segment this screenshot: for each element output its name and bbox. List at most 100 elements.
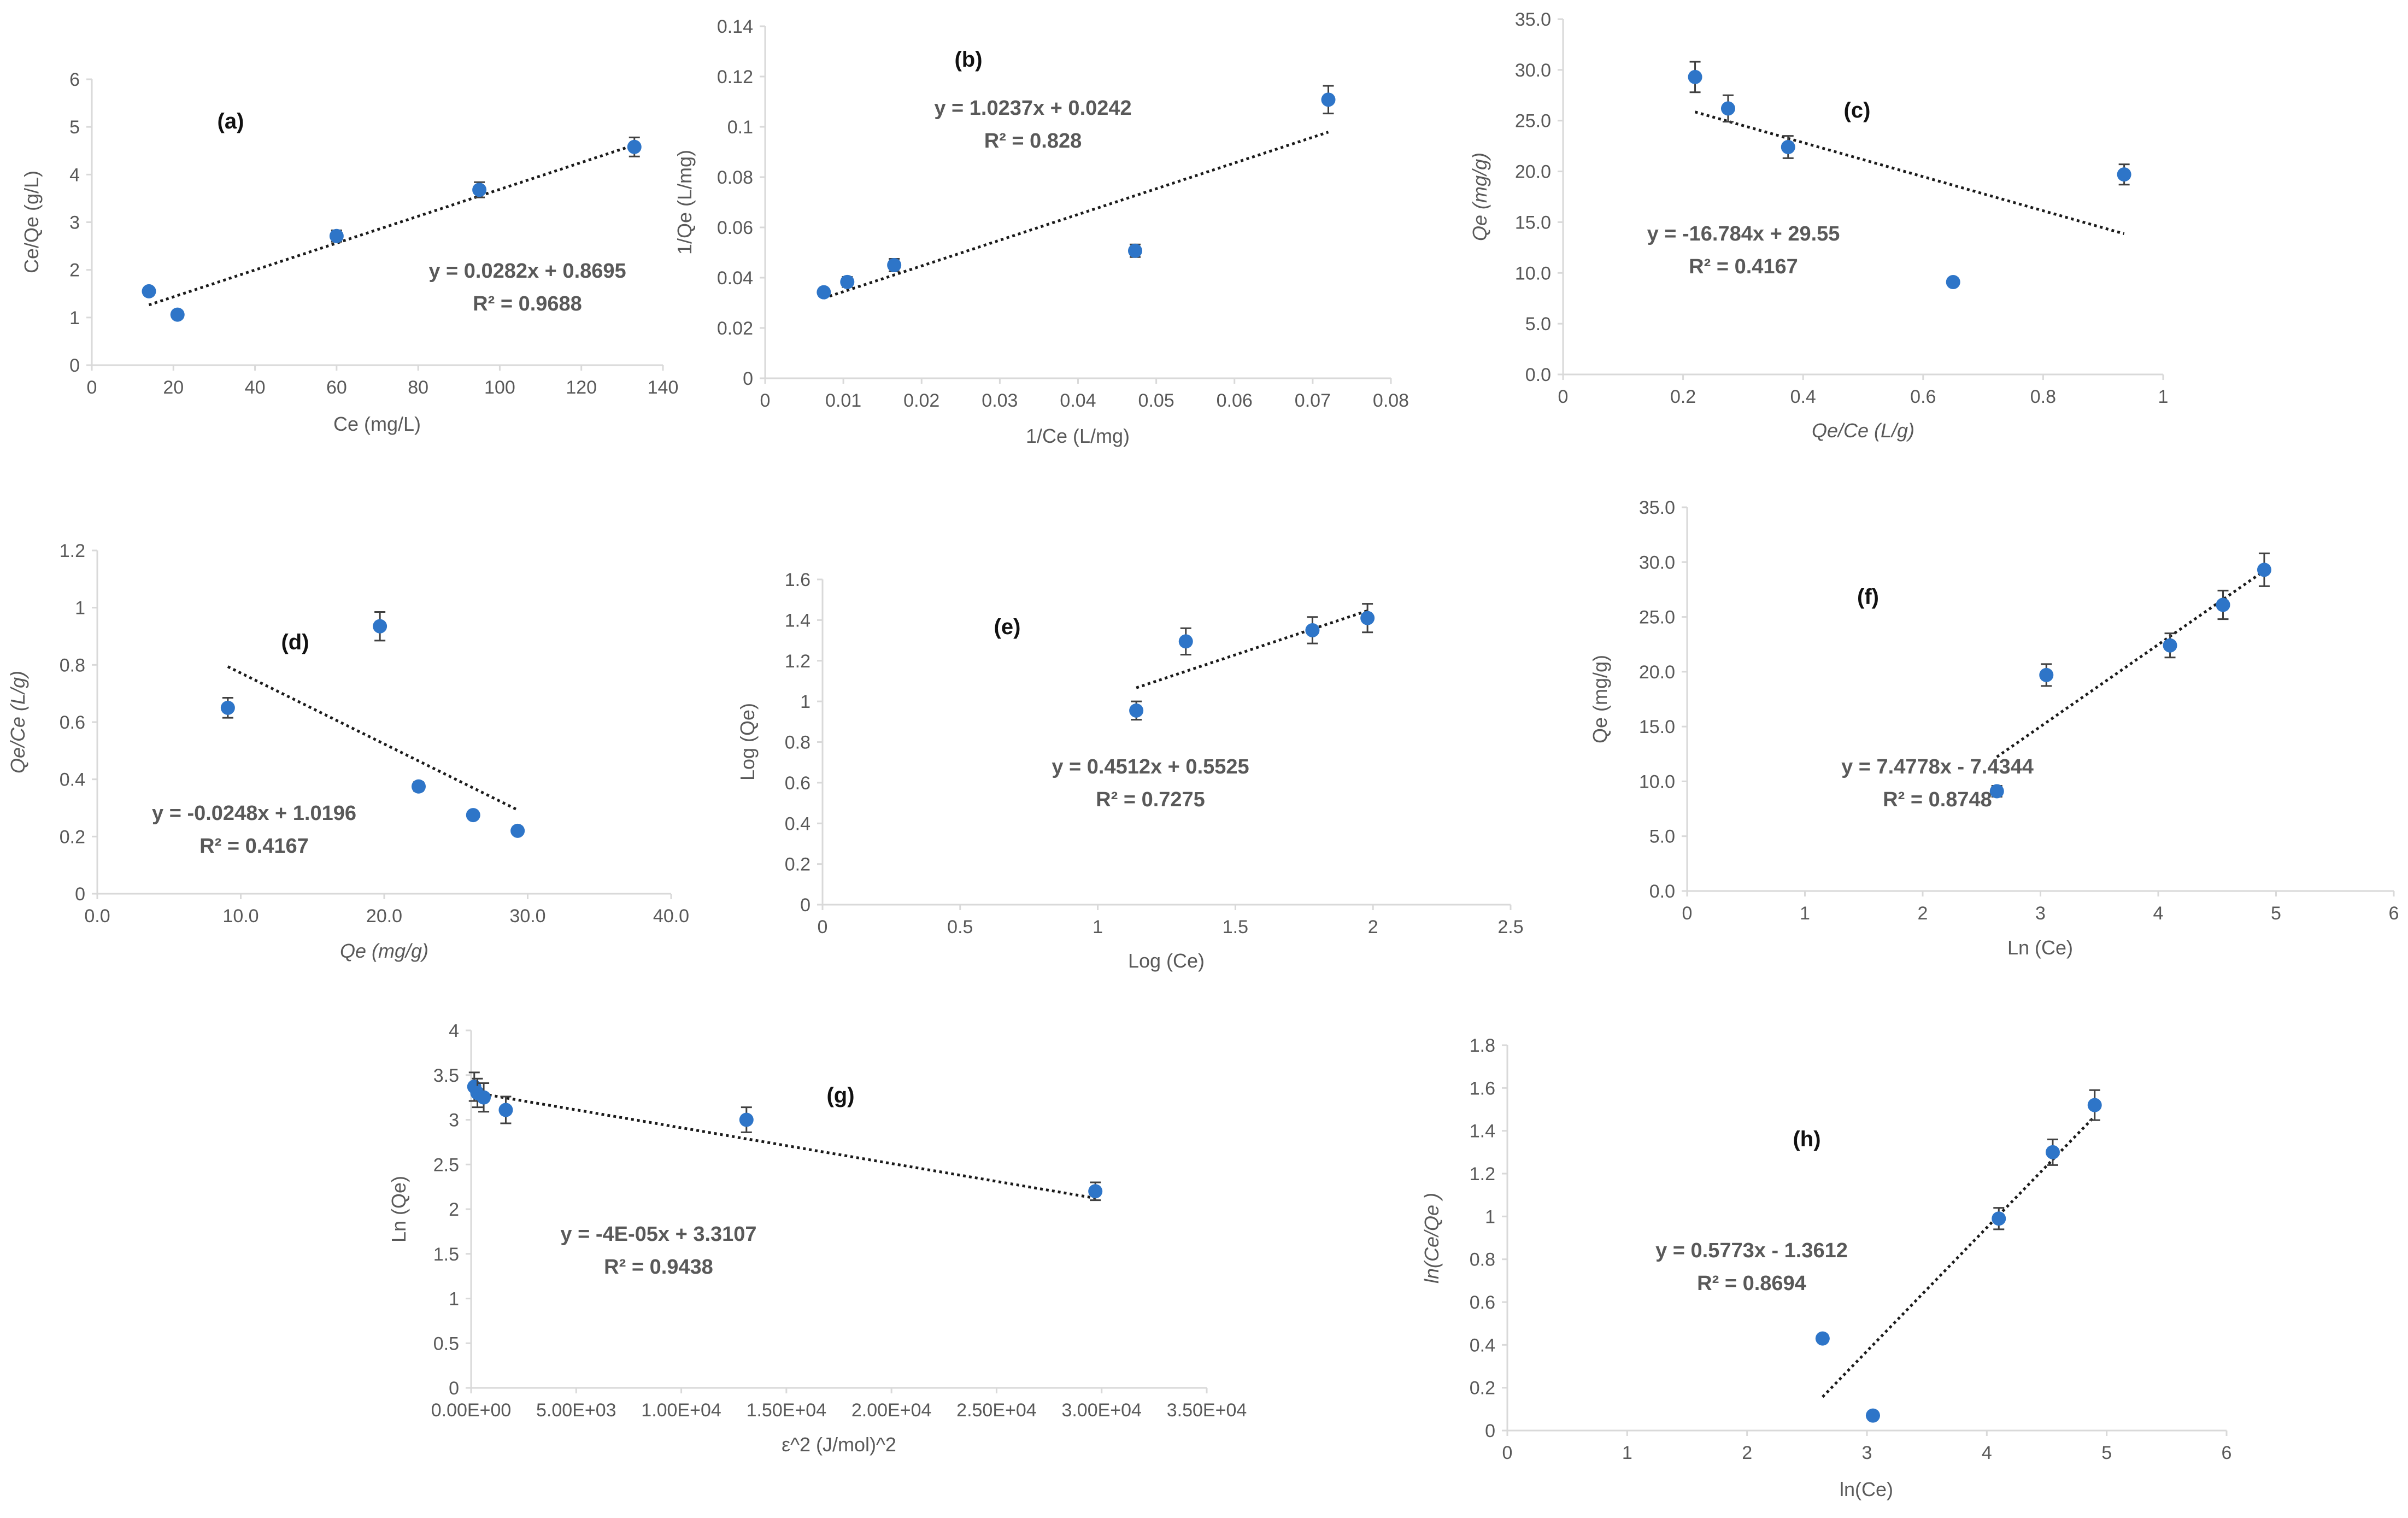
y-tick-label: 0.14 [717, 16, 753, 37]
y-tick-label: 1.5 [433, 1244, 459, 1265]
x-axis-title: Log (Ce) [1128, 950, 1205, 972]
y-tick-label: 3.5 [433, 1065, 459, 1086]
x-axis-title: Ln (Ce) [2007, 936, 2073, 959]
y-axis-title: Qe/Ce (L/g) [7, 671, 29, 773]
y-tick-label: 0.4 [1470, 1335, 1495, 1356]
y-tick-label: 1.6 [1470, 1078, 1495, 1099]
data-point [817, 285, 831, 300]
x-tick-label: 2.50E+04 [956, 1400, 1037, 1421]
x-tick-label: 3 [2035, 903, 2046, 924]
x-tick-label: 120 [566, 377, 597, 398]
data-point [498, 1103, 513, 1117]
x-tick-label: 1.5 [1223, 917, 1248, 937]
data-point [840, 274, 855, 289]
trendline-equation: y = 7.4778x - 7.4344 [1841, 755, 2034, 778]
y-axis-title: ln(Ce/Qe ) [1420, 1193, 1443, 1283]
y-tick-label: 0 [800, 895, 811, 916]
y-tick-label: 35.0 [1639, 497, 1675, 518]
x-tick-label: 10.0 [222, 906, 259, 927]
x-tick-label: 1 [2158, 386, 2169, 407]
x-tick-label: 0.03 [982, 390, 1018, 411]
trendline-equation: y = -4E-05x + 3.3107 [560, 1223, 756, 1246]
r-squared-label: R² = 0.8748 [1883, 788, 1992, 811]
x-tick-label: 2 [1368, 917, 1378, 937]
y-tick-label: 2 [449, 1199, 459, 1220]
r-squared-label: R² = 0.4167 [199, 835, 309, 858]
data-point [1865, 1408, 1880, 1423]
r-squared-label: R² = 0.9438 [604, 1256, 713, 1279]
y-tick-label: 0.4 [60, 770, 85, 790]
y-tick-label: 1.6 [785, 570, 811, 590]
trendline [471, 1091, 1096, 1200]
data-point [373, 619, 387, 634]
x-tick-label: 0.8 [2030, 386, 2056, 407]
x-tick-label: 6 [2389, 903, 2399, 924]
x-tick-label: 1 [1093, 917, 1103, 937]
y-axis-title: Ln (Qe) [387, 1176, 410, 1242]
x-tick-label: 20 [163, 377, 184, 398]
y-tick-label: 0.1 [727, 117, 753, 138]
data-point [2117, 167, 2131, 182]
x-tick-label: 0.2 [1670, 386, 1696, 407]
y-tick-label: 0.6 [785, 773, 811, 794]
y-tick-label: 1 [69, 308, 80, 329]
data-point [739, 1112, 754, 1127]
panel-label: (h) [1793, 1127, 1820, 1151]
data-point [1688, 69, 1702, 84]
x-tick-label: 2.5 [1497, 917, 1523, 937]
chart-panel-b: 0 0.02 0.04 0.06 0.08 0.1 0.12 0.14 0 0.01 0.02 0.0… [673, 16, 1409, 447]
panel-label: (g) [826, 1083, 854, 1107]
y-tick-label: 0.08 [717, 167, 753, 188]
trendline-equation: y = -0.0248x + 1.0196 [152, 802, 356, 825]
x-tick-label: 140 [648, 377, 679, 398]
y-tick-label: 0.6 [1470, 1292, 1495, 1313]
x-tick-label: 0 [1558, 386, 1569, 407]
data-point [627, 139, 642, 154]
data-point [1815, 1331, 1830, 1346]
y-tick-label: 0 [69, 355, 80, 376]
chart-panel-d: 0 0.2 0.4 0.6 0.8 1 1.2 0.0 10.0 20.0 30.0 40.0 Qe (… [7, 541, 689, 962]
panel-label: (b) [954, 48, 982, 72]
x-tick-label: 5 [2101, 1443, 2112, 1463]
y-tick-label: 0.2 [60, 827, 85, 847]
y-tick-label: 1.2 [1470, 1164, 1495, 1185]
y-tick-label: 0.02 [717, 318, 753, 339]
data-point [1781, 140, 1795, 154]
x-tick-label: 2.00E+04 [851, 1400, 932, 1421]
y-tick-label: 25.0 [1639, 607, 1675, 628]
y-axis-title: Qe (mg/g) [1589, 655, 1611, 743]
y-tick-label: 0 [1485, 1421, 1495, 1441]
x-axis-title: 1/Ce (L/mg) [1026, 425, 1130, 447]
y-axis-title: Ce/Qe (g/L) [20, 171, 43, 273]
y-tick-label: 1 [1485, 1206, 1495, 1227]
y-tick-label: 5 [69, 117, 80, 138]
chart-panel-c: 0.0 5.0 10.0 15.0 20.0 25.0 30.0 35.0 0 0.2 0.4 0.6… [1469, 9, 2168, 442]
y-tick-label: 35.0 [1515, 9, 1551, 30]
y-tick-label: 0.8 [785, 732, 811, 753]
y-tick-label: 0.2 [785, 854, 811, 875]
y-tick-label: 3 [69, 213, 80, 233]
data-point [2163, 638, 2177, 653]
data-point [1178, 634, 1193, 649]
x-tick-label: 0 [1682, 903, 1693, 924]
trendline [1694, 110, 2125, 236]
trendline [1136, 609, 1368, 689]
y-tick-label: 0 [75, 884, 85, 905]
r-squared-label: R² = 0.8694 [1697, 1272, 1806, 1295]
y-tick-label: 0.0 [1649, 881, 1675, 902]
x-tick-label: 40 [245, 377, 266, 398]
y-tick-label: 10.0 [1639, 771, 1675, 792]
y-tick-label: 15.0 [1515, 212, 1551, 233]
data-point [329, 228, 344, 243]
panel-label: (c) [1844, 98, 1871, 122]
trendline [823, 131, 1329, 300]
y-tick-label: 20.0 [1639, 662, 1675, 683]
panel-label: (f) [1857, 585, 1879, 609]
y-tick-label: 0.5 [433, 1333, 459, 1354]
data-point [1129, 703, 1144, 718]
x-tick-label: 3.50E+04 [1167, 1400, 1247, 1421]
data-point [1088, 1184, 1103, 1199]
y-tick-label: 25.0 [1515, 111, 1551, 132]
